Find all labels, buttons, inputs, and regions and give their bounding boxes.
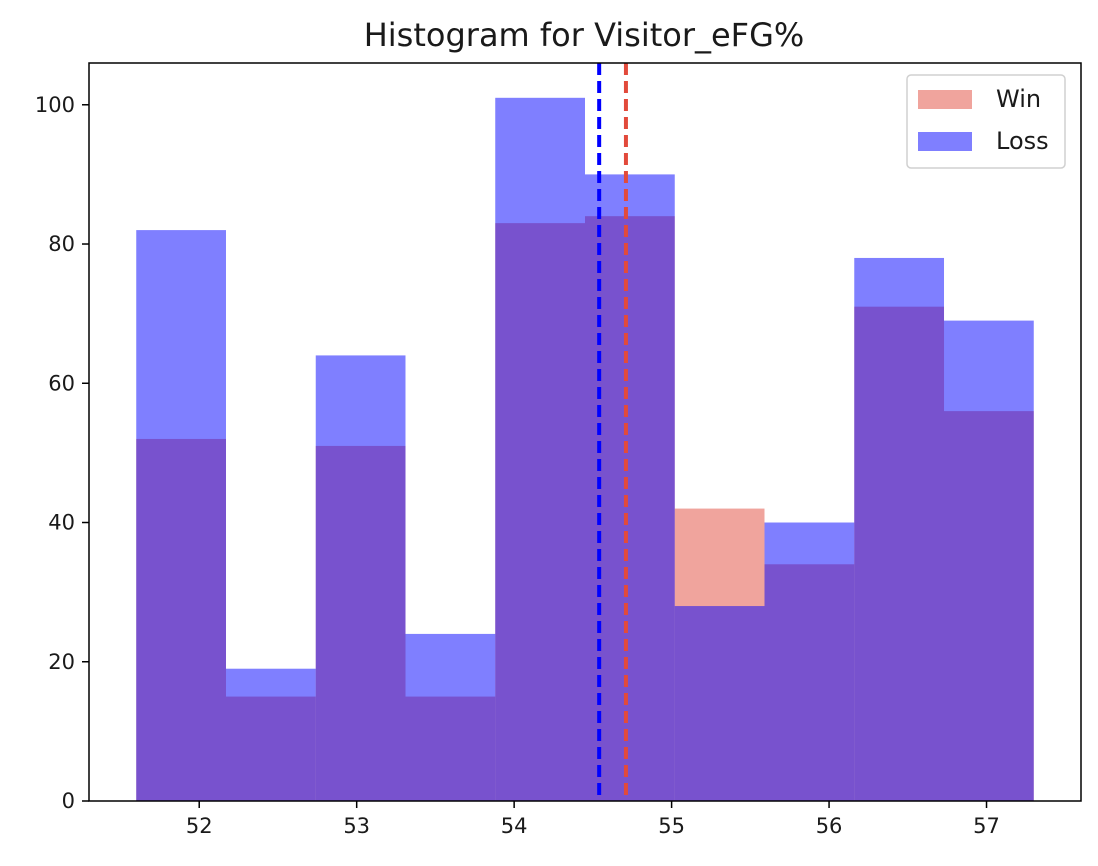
loss-bar: [225, 668, 316, 801]
loss-bar: [764, 522, 855, 801]
loss-bars: [136, 97, 1034, 802]
x-tick-label: 52: [186, 814, 213, 838]
x-tick-label: 57: [973, 814, 1000, 838]
y-axis: 0 20 40 60 80 100: [35, 93, 89, 813]
loss-bar: [854, 257, 945, 802]
loss-bar: [495, 97, 585, 801]
x-tick-label: 56: [816, 814, 843, 838]
x-axis: 52 53 54 55 56 57: [186, 801, 1000, 838]
loss-bar: [674, 606, 765, 801]
mean-lines: [597, 63, 628, 801]
y-tick-label: 100: [35, 93, 75, 117]
x-tick-label: 53: [343, 814, 370, 838]
legend: Win Loss: [906, 74, 1066, 169]
y-tick-label: 20: [48, 650, 75, 674]
legend-label-loss: Loss: [996, 127, 1049, 155]
y-tick-label: 40: [48, 511, 75, 535]
legend-swatch-loss: [918, 132, 972, 151]
legend-label-win: Win: [996, 85, 1041, 113]
loss-bar: [405, 633, 496, 801]
y-tick-label: 0: [62, 789, 75, 813]
chart-title: Histogram for Visitor_eFG%: [364, 16, 805, 54]
y-tick-label: 80: [48, 232, 75, 256]
x-tick-label: 54: [501, 814, 528, 838]
x-tick-label: 55: [658, 814, 685, 838]
plot-frame: [88, 62, 1082, 802]
legend-swatch-win: [918, 90, 972, 109]
loss-bar: [315, 355, 406, 801]
loss-bar: [944, 320, 1034, 801]
y-tick-label: 60: [48, 371, 75, 395]
loss-bar: [136, 230, 226, 801]
